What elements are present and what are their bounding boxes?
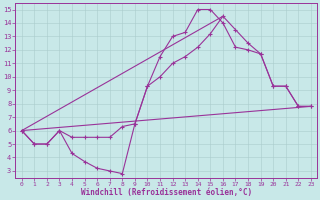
X-axis label: Windchill (Refroidissement éolien,°C): Windchill (Refroidissement éolien,°C)	[81, 188, 252, 197]
